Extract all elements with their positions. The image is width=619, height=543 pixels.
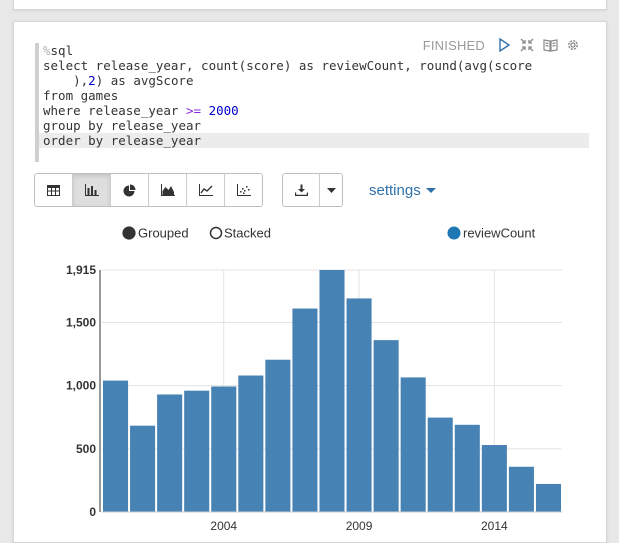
bar-chart-icon — [84, 184, 99, 196]
number-literal: 2000 — [208, 103, 239, 118]
bar — [400, 377, 426, 512]
code-line-5: where release_year >= 2000 — [43, 103, 239, 118]
notebook-paragraph: FINISHED %sql select release_year, count… — [13, 21, 607, 543]
bar — [103, 380, 129, 512]
bar-chart: Grouped Stacked reviewCount 0 500 1,000 1,5… — [66, 226, 562, 533]
bar — [427, 417, 453, 512]
y-tick-label: 1,500 — [66, 315, 96, 329]
grouped-toggle[interactable]: Grouped — [122, 226, 189, 241]
book-icon[interactable] — [543, 38, 558, 52]
legend-swatch — [447, 226, 461, 240]
area-chart-view-button[interactable] — [149, 174, 187, 206]
x-tick-label: 2009 — [346, 519, 373, 533]
visualization-buttons — [34, 173, 263, 207]
legend-item[interactable]: reviewCount — [447, 226, 536, 241]
line-chart-icon — [198, 184, 213, 196]
grouped-radio-icon — [122, 226, 136, 240]
grouped-label: Grouped — [138, 226, 189, 241]
pie-chart-icon — [123, 184, 136, 196]
bar — [130, 425, 156, 512]
bar — [157, 394, 183, 512]
line-chart-view-button[interactable] — [187, 174, 225, 206]
gear-icon[interactable] — [566, 38, 580, 52]
code-line-6: group by release_year — [43, 118, 202, 133]
bar — [211, 386, 237, 512]
bar — [238, 375, 264, 512]
download-button-group — [282, 173, 343, 207]
bar — [508, 466, 534, 512]
scatter-chart-view-button[interactable] — [225, 174, 262, 206]
download-icon — [294, 184, 308, 196]
stacked-label: Stacked — [224, 226, 271, 241]
settings-label: settings — [369, 181, 421, 199]
y-tick-label: 500 — [76, 442, 96, 456]
paragraph-header: FINISHED — [423, 36, 580, 54]
bar — [292, 308, 318, 512]
bar — [346, 298, 372, 512]
bar — [481, 445, 507, 512]
run-icon[interactable] — [497, 37, 511, 53]
plot-area: 0 500 1,000 1,500 1,915 2004 2009 2014 — [66, 263, 562, 533]
y-tick-label: 0 — [89, 505, 96, 519]
table-view-button[interactable] — [35, 174, 73, 206]
code-editor[interactable]: %sql select release_year, count(score) a… — [35, 43, 589, 162]
table-icon — [47, 184, 60, 196]
download-button[interactable] — [283, 174, 320, 206]
bar — [373, 340, 399, 512]
bar — [319, 270, 345, 512]
legend-label: reviewCount — [463, 226, 536, 241]
pie-chart-view-button[interactable] — [111, 174, 149, 206]
settings-dropdown[interactable]: settings — [369, 182, 436, 199]
previous-paragraph — [13, 0, 607, 10]
magic-name: sql — [50, 43, 74, 58]
paragraph-status: FINISHED — [422, 37, 485, 53]
y-tick-label: 1,915 — [66, 263, 96, 277]
result-toolbar: settings — [34, 173, 436, 207]
bar-chart-view-button[interactable] — [73, 174, 111, 206]
stacked-radio-icon — [209, 226, 223, 240]
stacked-toggle[interactable]: Stacked — [209, 226, 271, 241]
bar — [454, 424, 480, 512]
download-options-dropdown[interactable] — [320, 174, 342, 206]
bar — [535, 483, 561, 512]
collapse-icon[interactable] — [520, 38, 534, 52]
operator: >= — [186, 103, 202, 118]
bar — [184, 390, 210, 512]
code-line-7: order by release_year — [39, 133, 589, 148]
number-literal: 2 — [88, 73, 96, 88]
magic-percent: % — [43, 43, 51, 58]
chevron-down-icon — [425, 187, 436, 193]
code-line-4: from games — [43, 88, 119, 103]
chevron-down-icon — [326, 187, 336, 193]
code-line-1: %sql — [39, 43, 589, 58]
y-tick-label: 1,000 — [66, 379, 96, 393]
code-line-2: select release_year, count(score) as rev… — [43, 58, 533, 73]
x-tick-label: 2014 — [481, 519, 508, 533]
code-line-3: ),2) as avgScore — [43, 73, 194, 88]
x-tick-label: 2004 — [210, 519, 237, 533]
scatter-chart-icon — [236, 184, 251, 196]
bar — [265, 359, 291, 512]
area-chart-icon — [160, 184, 175, 196]
